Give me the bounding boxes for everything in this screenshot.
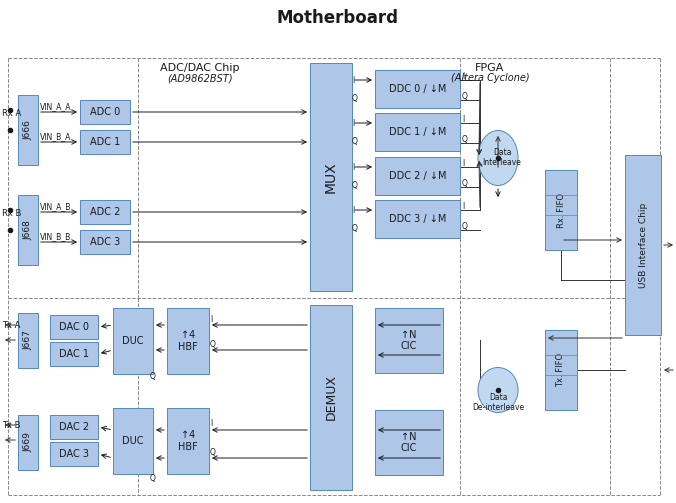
Text: ADC 1: ADC 1 bbox=[90, 137, 120, 147]
Text: VIN_A_B: VIN_A_B bbox=[40, 203, 72, 211]
FancyBboxPatch shape bbox=[50, 342, 98, 366]
FancyBboxPatch shape bbox=[80, 130, 130, 154]
FancyBboxPatch shape bbox=[18, 313, 38, 368]
Text: (Altera Cyclone): (Altera Cyclone) bbox=[451, 73, 529, 83]
Text: J668: J668 bbox=[24, 220, 32, 240]
Text: DAC 3: DAC 3 bbox=[59, 449, 89, 459]
FancyBboxPatch shape bbox=[113, 308, 153, 374]
Text: I: I bbox=[462, 158, 464, 167]
Text: I: I bbox=[352, 162, 354, 172]
FancyBboxPatch shape bbox=[113, 408, 153, 474]
Text: ADC/DAC Chip: ADC/DAC Chip bbox=[160, 63, 240, 73]
FancyBboxPatch shape bbox=[50, 442, 98, 466]
Text: Q: Q bbox=[462, 92, 468, 101]
FancyBboxPatch shape bbox=[375, 70, 460, 108]
Text: DEMUX: DEMUX bbox=[324, 375, 337, 421]
Text: I: I bbox=[352, 119, 354, 127]
FancyBboxPatch shape bbox=[545, 170, 577, 250]
FancyBboxPatch shape bbox=[167, 408, 209, 474]
Text: DUC: DUC bbox=[122, 336, 144, 346]
Text: De-interleave: De-interleave bbox=[472, 402, 524, 411]
Text: Q: Q bbox=[150, 473, 156, 482]
Text: Interleave: Interleave bbox=[483, 157, 521, 166]
FancyBboxPatch shape bbox=[310, 305, 352, 490]
Text: DDC 3 / ↓M: DDC 3 / ↓M bbox=[389, 214, 446, 224]
Text: Q: Q bbox=[352, 181, 358, 190]
FancyBboxPatch shape bbox=[375, 200, 460, 238]
Text: USB Interface Chip: USB Interface Chip bbox=[639, 202, 648, 288]
Text: I: I bbox=[462, 71, 464, 80]
Text: ADC 2: ADC 2 bbox=[90, 207, 120, 217]
FancyBboxPatch shape bbox=[80, 230, 130, 254]
Text: ↑4
HBF: ↑4 HBF bbox=[178, 330, 198, 352]
Text: Q: Q bbox=[210, 340, 216, 349]
FancyBboxPatch shape bbox=[18, 415, 38, 470]
Text: Tx B: Tx B bbox=[2, 421, 20, 430]
Text: DAC 1: DAC 1 bbox=[59, 349, 89, 359]
FancyBboxPatch shape bbox=[50, 415, 98, 439]
FancyBboxPatch shape bbox=[375, 308, 443, 373]
Text: Motherboard: Motherboard bbox=[277, 9, 399, 27]
Text: Data: Data bbox=[493, 147, 511, 156]
Text: Data: Data bbox=[489, 392, 507, 401]
Text: DDC 0 / ↓M: DDC 0 / ↓M bbox=[389, 84, 446, 94]
Text: Q: Q bbox=[462, 134, 468, 143]
Text: Tx. FIFO: Tx. FIFO bbox=[556, 353, 566, 387]
Text: J666: J666 bbox=[24, 120, 32, 140]
Text: I: I bbox=[462, 202, 464, 210]
Text: DDC 2 / ↓M: DDC 2 / ↓M bbox=[389, 171, 446, 181]
Text: ↑N
CIC: ↑N CIC bbox=[401, 432, 417, 453]
Text: I: I bbox=[352, 206, 354, 214]
Text: J669: J669 bbox=[24, 433, 32, 452]
Text: DDC 1 / ↓M: DDC 1 / ↓M bbox=[389, 127, 446, 137]
Text: DAC 2: DAC 2 bbox=[59, 422, 89, 432]
Text: VIN_A_A: VIN_A_A bbox=[40, 103, 72, 112]
FancyBboxPatch shape bbox=[545, 330, 577, 410]
Text: Rx A: Rx A bbox=[2, 109, 21, 118]
Text: DUC: DUC bbox=[122, 436, 144, 446]
Text: FPGA: FPGA bbox=[475, 63, 505, 73]
Text: Q: Q bbox=[462, 221, 468, 230]
FancyBboxPatch shape bbox=[80, 100, 130, 124]
Text: Q: Q bbox=[352, 223, 358, 232]
Text: ADC 0: ADC 0 bbox=[90, 107, 120, 117]
Text: ↑N
CIC: ↑N CIC bbox=[401, 329, 417, 351]
FancyBboxPatch shape bbox=[375, 157, 460, 195]
Text: I: I bbox=[210, 314, 212, 323]
Text: I: I bbox=[210, 420, 212, 429]
Text: Q: Q bbox=[150, 372, 156, 380]
Text: Rx. FIFO: Rx. FIFO bbox=[556, 193, 566, 227]
FancyBboxPatch shape bbox=[375, 113, 460, 151]
Text: Rx B: Rx B bbox=[2, 209, 22, 217]
Text: DAC 0: DAC 0 bbox=[59, 322, 89, 332]
Text: VIN_B_A: VIN_B_A bbox=[40, 132, 72, 141]
FancyBboxPatch shape bbox=[625, 155, 661, 335]
FancyBboxPatch shape bbox=[50, 315, 98, 339]
FancyBboxPatch shape bbox=[80, 200, 130, 224]
FancyBboxPatch shape bbox=[167, 308, 209, 374]
Text: ↑4
HBF: ↑4 HBF bbox=[178, 430, 198, 452]
Ellipse shape bbox=[478, 130, 518, 186]
FancyBboxPatch shape bbox=[375, 410, 443, 475]
Text: I: I bbox=[352, 75, 354, 85]
Text: Q: Q bbox=[352, 136, 358, 145]
FancyBboxPatch shape bbox=[18, 95, 38, 165]
Text: Tx A: Tx A bbox=[2, 320, 20, 329]
Text: Q: Q bbox=[352, 94, 358, 103]
Text: Q: Q bbox=[462, 179, 468, 188]
Text: ADC 3: ADC 3 bbox=[90, 237, 120, 247]
Ellipse shape bbox=[478, 368, 518, 412]
Text: VIN_B_B: VIN_B_B bbox=[40, 232, 71, 241]
Text: J667: J667 bbox=[24, 330, 32, 351]
FancyBboxPatch shape bbox=[18, 195, 38, 265]
Text: MUX: MUX bbox=[324, 161, 338, 193]
Text: (AD9862BST): (AD9862BST) bbox=[167, 73, 233, 83]
Text: I: I bbox=[462, 115, 464, 124]
FancyBboxPatch shape bbox=[310, 63, 352, 291]
Text: Q: Q bbox=[210, 448, 216, 457]
